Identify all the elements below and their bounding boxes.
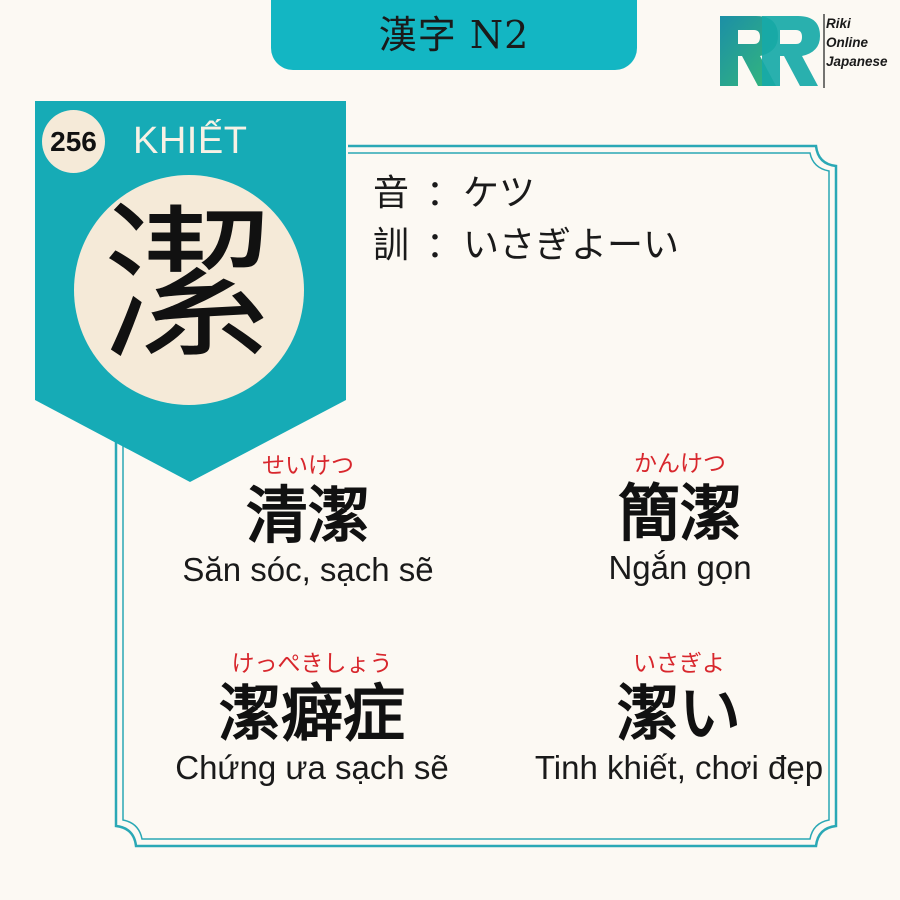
header-tab: 漢字 N2 bbox=[271, 0, 637, 70]
kanji-circle: 潔 bbox=[74, 175, 304, 405]
logo-line: Online bbox=[826, 35, 869, 50]
vocab-item: いさぎよ 潔い Tinh khiết, chơi đẹp bbox=[519, 650, 839, 786]
vocab-item: けっぺきしょう 潔癖症 Chứng ưa sạch sẽ bbox=[152, 650, 472, 786]
on-reading-value: ケツ bbox=[463, 173, 536, 214]
logo-wordmark: Riki Online Japanese bbox=[826, 14, 888, 71]
on-reading-row: 音 ： ケツ bbox=[373, 168, 679, 220]
page-title: 漢字 N2 bbox=[378, 12, 530, 57]
vocab-word: 潔い bbox=[616, 677, 741, 750]
vocab-furigana: せいけつ bbox=[262, 453, 354, 479]
vocab-furigana: いさぎよ bbox=[633, 651, 725, 677]
reading-separator: ： bbox=[425, 173, 462, 214]
logo-line: Riki bbox=[826, 16, 851, 31]
vocab-word: 簡潔 bbox=[617, 477, 742, 550]
vocab-meaning: Ngắn gọn bbox=[608, 549, 752, 586]
kun-reading-value: いさぎよーい bbox=[463, 225, 680, 266]
on-reading-label: 音 bbox=[373, 173, 410, 214]
main-kanji: 潔 bbox=[103, 185, 275, 386]
reading-separator: ： bbox=[425, 225, 462, 266]
readings: 音 ： ケツ 訓 ： いさぎよーい bbox=[373, 168, 679, 272]
vocab-meaning: Tinh khiết, chơi đẹp bbox=[534, 749, 824, 786]
logo-line: Japanese bbox=[826, 54, 888, 69]
kun-reading-label: 訓 bbox=[373, 225, 410, 266]
vocab-furigana: かんけつ bbox=[634, 451, 726, 477]
vocab-item: せいけつ 清潔 Săn sóc, sạch sẽ bbox=[148, 452, 468, 588]
vocab-meaning: Săn sóc, sạch sẽ bbox=[182, 551, 434, 588]
vocab-furigana: けっぺきしょう bbox=[231, 651, 393, 677]
vocab-word: 清潔 bbox=[245, 479, 370, 552]
vocab-item: かんけつ 簡潔 Ngắn gọn bbox=[520, 450, 840, 586]
vocab-word: 潔癖症 bbox=[218, 677, 405, 750]
vocab-meaning: Chứng ưa sạch sẽ bbox=[175, 749, 449, 786]
riki-logo-icon bbox=[720, 14, 825, 88]
sino-vietnamese-reading: KHIẾT bbox=[133, 120, 248, 162]
kun-reading-row: 訓 ： いさぎよーい bbox=[373, 220, 679, 272]
kanji-number-badge: 256 bbox=[42, 110, 105, 173]
